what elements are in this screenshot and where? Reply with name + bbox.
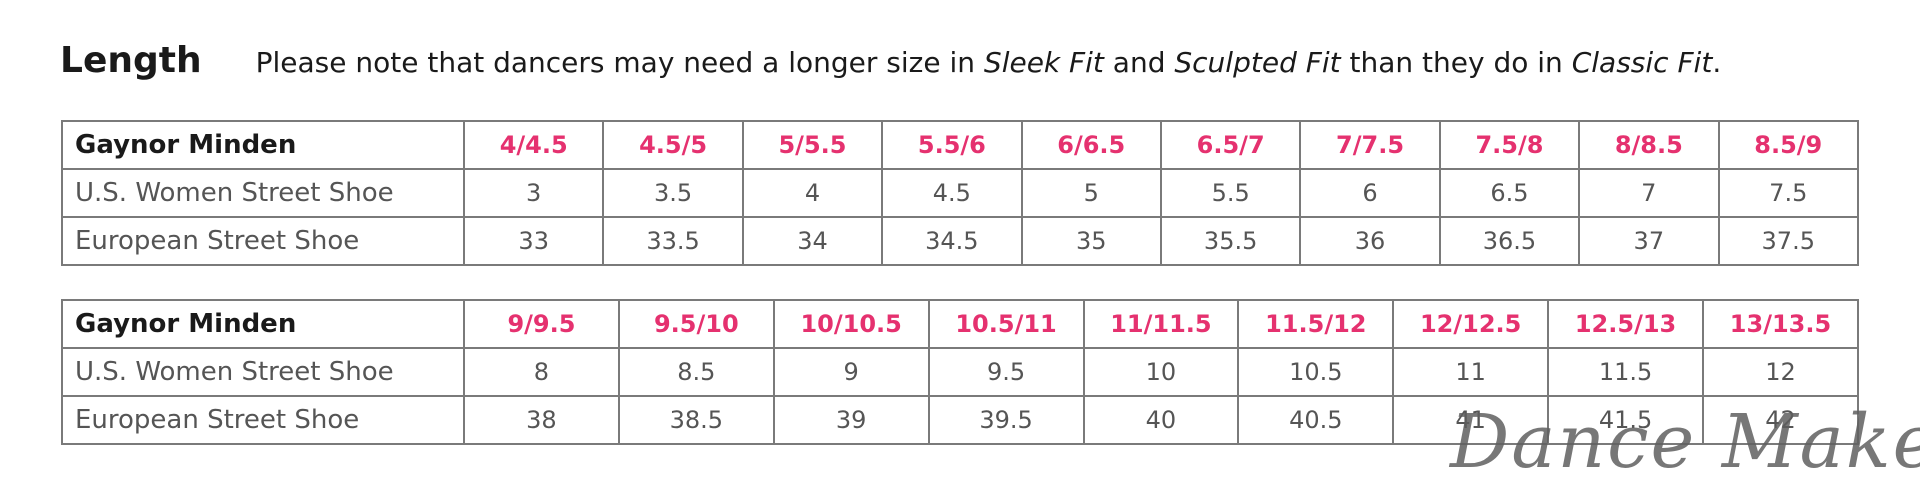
size-cell: 13/13.5 [1702,299,1859,349]
size-cell: 10.5 [1237,347,1395,397]
row-label: U.S. Women Street Shoe [61,168,465,218]
size-cell: 33 [462,216,605,266]
size-cell: 40 [1082,395,1240,445]
size-cell: 37 [1578,216,1720,266]
size-cell: 9 [772,347,930,397]
note-text: and [1103,46,1175,79]
size-cell: 12/12.5 [1392,299,1550,349]
size-cell: 39 [772,395,930,445]
size-cell: 6/6.5 [1020,120,1162,170]
note-classic-fit: Classic Fit [1571,46,1713,79]
size-cell: 4.5/5 [602,120,744,170]
size-cell: 5.5/6 [881,120,1023,170]
table-row-gaynor-minden: Gaynor Minden 9/9.5 9.5/10 10/10.5 10.5/… [61,299,1859,349]
size-cell: 9.5 [927,347,1085,397]
size-cell: 5.5 [1159,168,1302,218]
size-cell: 41 [1392,395,1550,445]
size-cell: 4 [741,168,884,218]
size-cell: 6 [1299,168,1441,218]
header: Length Please note that dancers may need… [60,40,1721,81]
size-cell: 3.5 [602,168,744,218]
note-text: . [1712,46,1722,79]
row-label: U.S. Women Street Shoe [61,347,465,397]
size-cell: 6.5 [1438,168,1581,218]
size-cell: 7/7.5 [1299,120,1441,170]
size-cell: 7 [1578,168,1720,218]
note-sleek-fit: Sleek Fit [983,46,1104,79]
row-label: European Street Shoe [61,216,465,266]
size-cell: 10.5/11 [927,299,1085,349]
size-table-2: Gaynor Minden 9/9.5 9.5/10 10/10.5 10.5/… [61,299,1859,445]
table-row-european: European Street Shoe 33 33.5 34 34.5 35 … [61,216,1860,266]
size-cell: 11/11.5 [1082,299,1240,349]
size-cell: 11.5/12 [1237,299,1395,349]
size-cell: 10/10.5 [772,299,930,349]
size-cell: 34 [741,216,884,266]
size-cell: 8 [463,347,620,397]
size-table-body: Gaynor Minden 4/4.5 4.5/5 5/5.5 5.5/6 6/… [61,120,1860,266]
size-cell: 12 [1702,347,1859,397]
size-cell: 7.5 [1717,168,1860,218]
size-cell: 9/9.5 [463,299,620,349]
size-cell: 7.5/8 [1438,120,1581,170]
size-cell: 41.5 [1547,395,1704,445]
size-cell: 11 [1392,347,1550,397]
note-text: Please note that dancers may need a long… [255,46,984,79]
row-label: European Street Shoe [61,395,465,445]
size-cell: 12.5/13 [1547,299,1704,349]
size-cell: 9.5/10 [617,299,775,349]
size-cell: 5/5.5 [741,120,884,170]
row-label: Gaynor Minden [61,120,465,170]
size-cell: 8/8.5 [1578,120,1720,170]
size-cell: 36 [1299,216,1441,266]
table-row-us-women: U.S. Women Street Shoe 8 8.5 9 9.5 10 10… [61,347,1859,397]
row-label: Gaynor Minden [61,299,465,349]
size-cell: 38.5 [617,395,775,445]
size-cell: 5 [1020,168,1162,218]
fit-note: Please note that dancers may need a long… [256,46,1722,79]
size-cell: 3 [462,168,605,218]
size-table-body: Gaynor Minden 9/9.5 9.5/10 10/10.5 10.5/… [61,299,1859,445]
size-cell: 36.5 [1438,216,1581,266]
size-cell: 40.5 [1237,395,1395,445]
size-table-1: Gaynor Minden 4/4.5 4.5/5 5/5.5 5.5/6 6/… [61,120,1860,266]
size-cell: 42 [1702,395,1859,445]
page-title: Length [60,40,202,81]
table-row-european: European Street Shoe 38 38.5 39 39.5 40 … [61,395,1859,445]
size-cell: 37.5 [1717,216,1860,266]
size-cell: 35 [1020,216,1162,266]
size-cell: 10 [1082,347,1240,397]
note-text: than they do in [1340,46,1572,79]
size-cell: 35.5 [1159,216,1302,266]
dance-makers-watermark: Dance Makers [1450,399,1920,485]
size-cell: 8.5 [617,347,775,397]
table-row-us-women: U.S. Women Street Shoe 3 3.5 4 4.5 5 5.5… [61,168,1860,218]
note-sculpted-fit: Sculpted Fit [1174,46,1341,79]
size-cell: 38 [463,395,620,445]
size-cell: 4.5 [881,168,1023,218]
table-row-gaynor-minden: Gaynor Minden 4/4.5 4.5/5 5/5.5 5.5/6 6/… [61,120,1860,170]
size-cell: 34.5 [881,216,1023,266]
size-cell: 6.5/7 [1159,120,1302,170]
size-cell: 39.5 [927,395,1085,445]
size-cell: 8.5/9 [1717,120,1860,170]
size-cell: 11.5 [1547,347,1704,397]
size-cell: 4/4.5 [462,120,605,170]
size-cell: 33.5 [602,216,744,266]
